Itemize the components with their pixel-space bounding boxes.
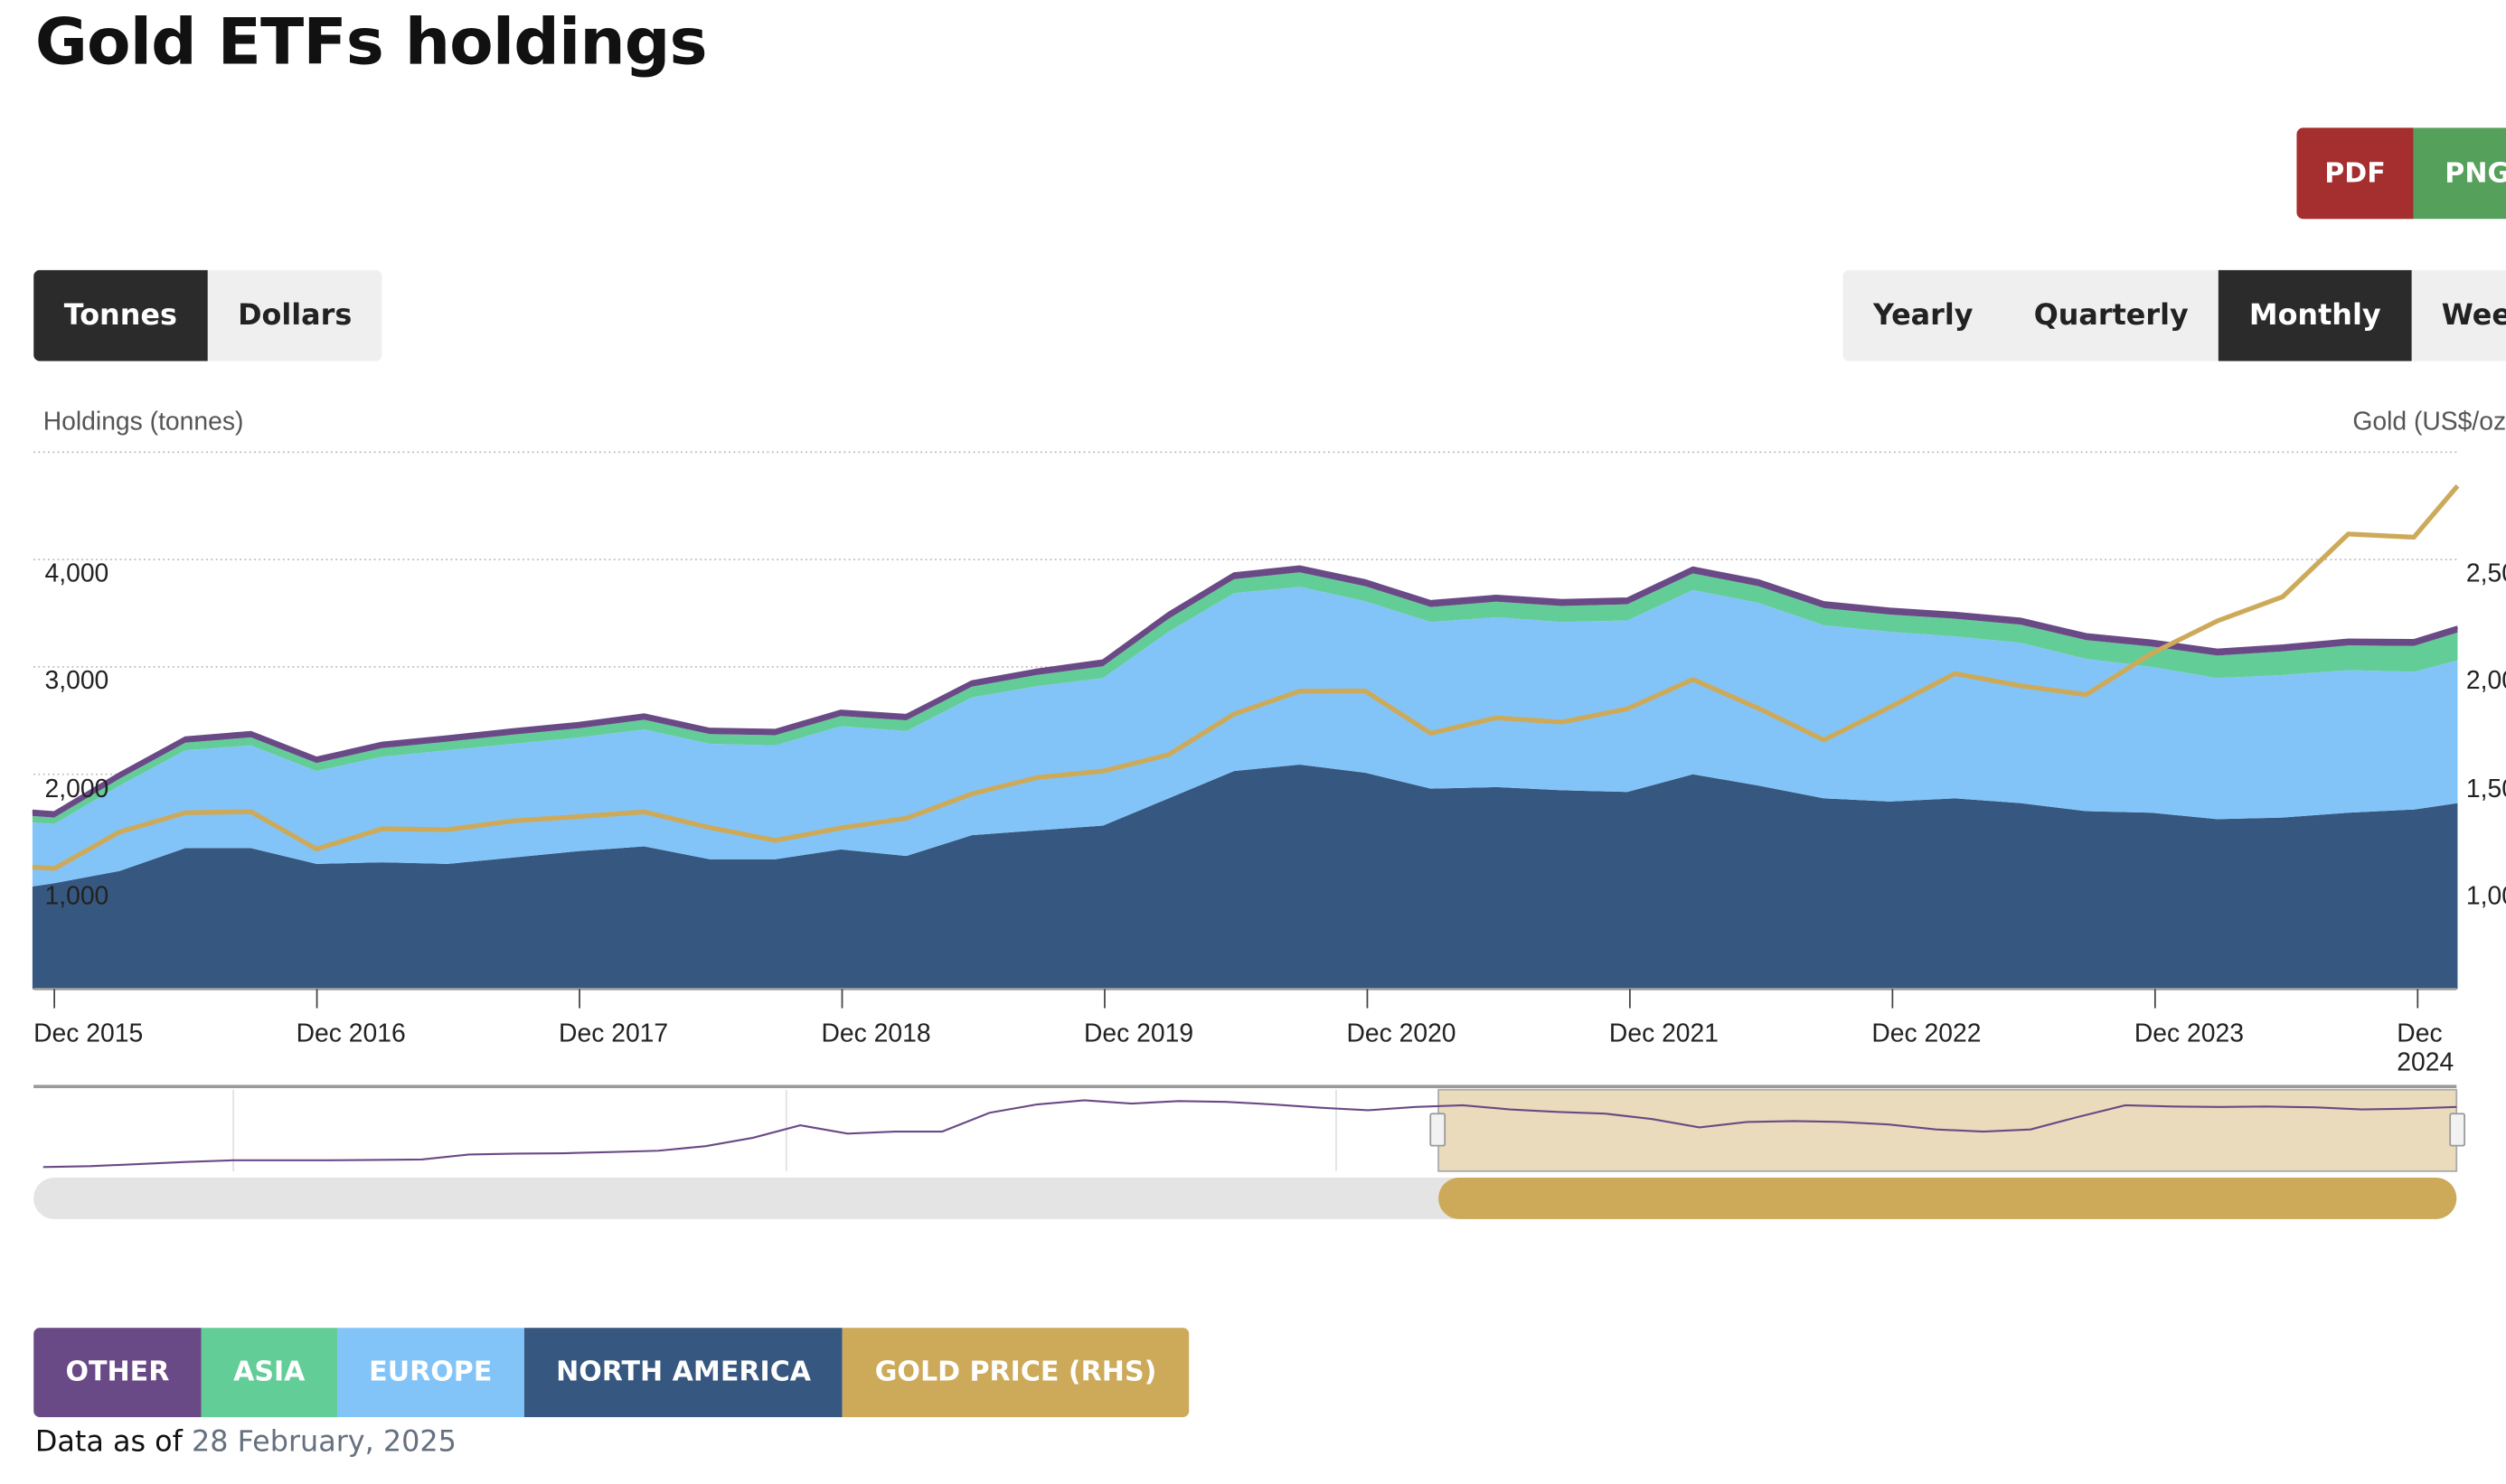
legend-item-asia[interactable]: ASIA xyxy=(201,1328,337,1418)
y-axis-title: Holdings (tonnes) xyxy=(42,409,244,437)
tab-weekly[interactable]: Weekly xyxy=(2411,269,2506,362)
tab-monthly[interactable]: Monthly xyxy=(2219,269,2412,362)
x-tick-label: Dec 2019 xyxy=(1083,1020,1194,1048)
navigator-line xyxy=(42,1099,2457,1169)
y-right-tick-label: 2,000 xyxy=(2465,668,2506,696)
chart-plot[interactable] xyxy=(0,0,2506,1230)
unit-toggle: Tonnes Dollars xyxy=(33,269,382,362)
x-tick-label: Dec 2024 xyxy=(2397,1020,2454,1077)
legend-item-other[interactable]: OTHER xyxy=(33,1328,202,1418)
legend-item-europe[interactable]: EUROPE xyxy=(336,1328,524,1418)
y-axis-right-title: Gold (US$/oz) xyxy=(2352,409,2506,437)
export-pdf-button[interactable]: PDF xyxy=(2296,127,2414,220)
tab-yearly[interactable]: Yearly xyxy=(1842,269,2004,362)
y-right-tick-label: 1,000 xyxy=(2465,883,2506,911)
data-date-note: Data as of 28 February, 2025 xyxy=(35,1425,457,1459)
frequency-toggle: Yearly Quarterly Monthly Weekly xyxy=(1842,269,2506,362)
navigator-handle-right[interactable] xyxy=(2449,1113,2465,1147)
x-tick-label: Dec 2018 xyxy=(821,1020,931,1048)
page-title: Gold ETFs holdings xyxy=(34,6,708,80)
legend-item-gold-price[interactable]: GOLD PRICE (RHS) xyxy=(843,1328,1189,1418)
x-tick-label: Dec 2022 xyxy=(1871,1020,1982,1048)
navigator-handle-left[interactable] xyxy=(1429,1113,1446,1147)
scrollbar-thumb[interactable] xyxy=(1438,1177,2457,1219)
line-other xyxy=(32,565,2458,815)
tab-dollars[interactable]: Dollars xyxy=(207,269,382,362)
line-gold-price xyxy=(32,484,2460,871)
area-north-america xyxy=(32,765,2458,990)
x-tick-label: Dec 2023 xyxy=(2134,1020,2244,1048)
data-date-label: Data as of xyxy=(34,1424,183,1460)
data-date-value: 28 February, 2025 xyxy=(192,1424,457,1460)
y-right-tick-label: 1,500 xyxy=(2465,775,2506,803)
legend: OTHER ASIA EUROPE NORTH AMERICA GOLD PRI… xyxy=(33,1328,1189,1418)
x-tick-label: Dec 2015 xyxy=(33,1020,144,1048)
y-tick-label: 2,000 xyxy=(44,775,109,803)
y-tick-label: 4,000 xyxy=(44,560,109,588)
tab-quarterly[interactable]: Quarterly xyxy=(2003,269,2219,362)
x-tick-label: Dec 2020 xyxy=(1346,1020,1456,1048)
y-tick-label: 1,000 xyxy=(44,883,109,911)
legend-item-north-america[interactable]: NORTH AMERICA xyxy=(523,1328,843,1418)
x-tick-label: Dec 2021 xyxy=(1608,1020,1719,1048)
y-tick-label: 3,000 xyxy=(44,668,109,696)
tab-tonnes[interactable]: Tonnes xyxy=(33,269,208,362)
y-right-tick-label: 2,500 xyxy=(2465,560,2506,588)
export-png-button[interactable]: PNG xyxy=(2413,127,2506,220)
x-tick-label: Dec 2017 xyxy=(559,1020,669,1048)
x-tick-label: Dec 2016 xyxy=(296,1020,406,1048)
